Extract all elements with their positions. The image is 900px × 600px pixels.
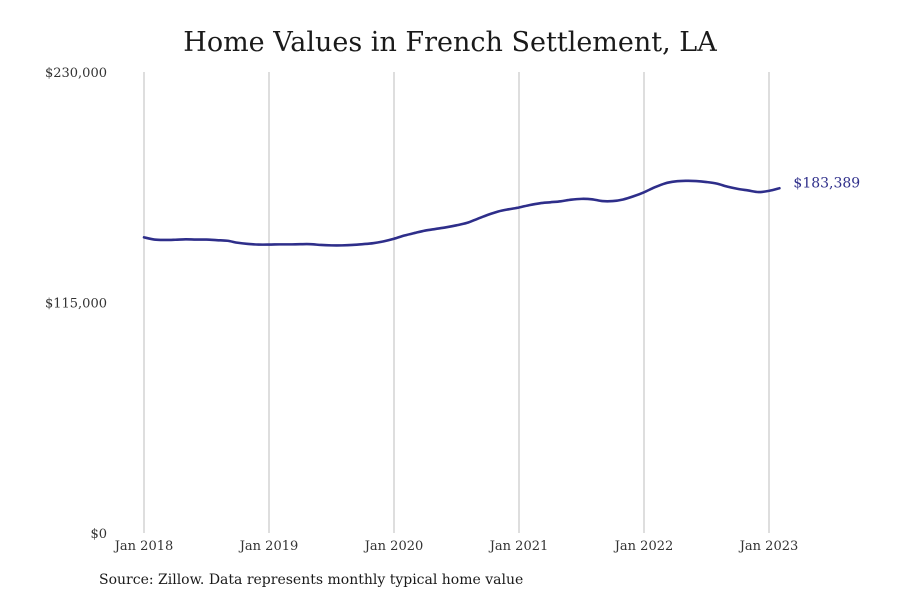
grid-lines — [143, 72, 770, 533]
y-axis-labels: $0 $115,000 $230,000 — [45, 66, 107, 542]
chart-title: Home Values in French Settlement, LA — [183, 27, 717, 58]
end-value-label: $183,389 — [793, 175, 860, 191]
source-note: Source: Zillow. Data represents monthly … — [99, 572, 524, 588]
x-tick-label: Jan 2022 — [613, 539, 674, 554]
x-tick-label: Jan 2021 — [488, 539, 549, 554]
x-tick-label: Jan 2023 — [738, 539, 799, 554]
series-line — [142, 179, 781, 247]
y-tick-label: $0 — [90, 527, 107, 542]
x-tick-label: Jan 2020 — [363, 539, 424, 554]
x-axis-labels: Jan 2018 Jan 2019 Jan 2020 Jan 2021 Jan 2022… — [113, 539, 799, 554]
y-tick-label: $115,000 — [45, 297, 107, 312]
x-tick-label: Jan 2019 — [238, 539, 299, 554]
y-tick-label: $230,000 — [45, 66, 107, 81]
x-tick-label: Jan 2018 — [113, 539, 174, 554]
